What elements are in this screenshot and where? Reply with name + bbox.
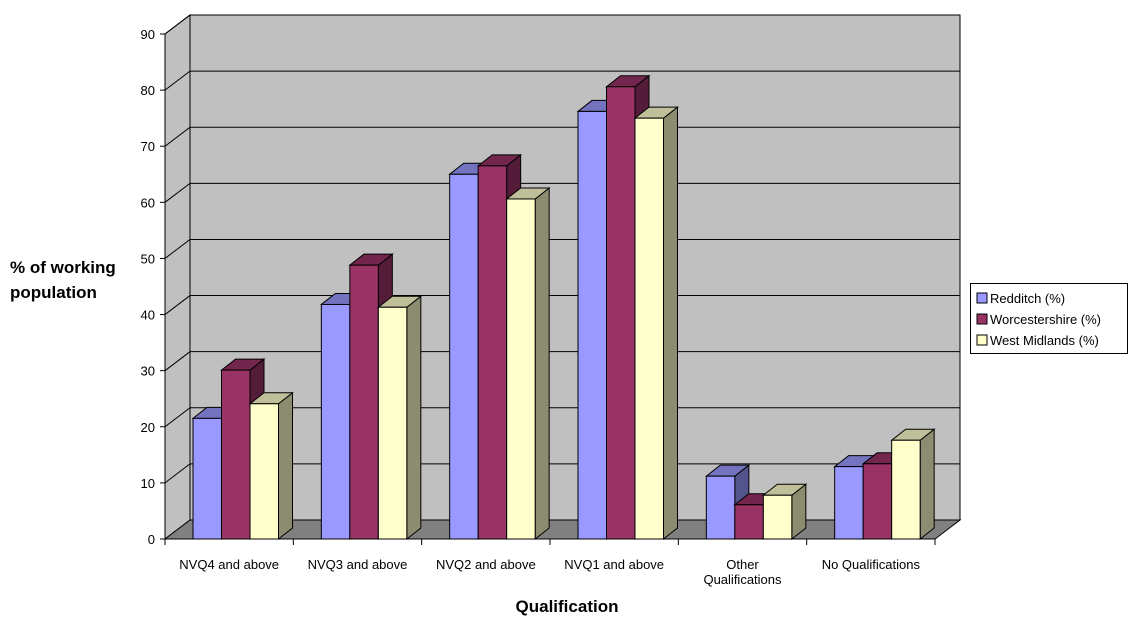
bar-side	[663, 106, 678, 541]
bar-side	[406, 295, 422, 541]
gridline	[164, 463, 960, 484]
bar-front	[891, 439, 921, 540]
legend-swatch	[976, 313, 988, 325]
bar-front	[221, 369, 251, 540]
bar	[376, 295, 423, 541]
bar	[761, 483, 808, 541]
bar-front	[377, 306, 408, 540]
bar-front	[477, 165, 508, 540]
y-tick-label: 20	[141, 420, 155, 435]
legend-box	[970, 283, 1128, 354]
bars	[191, 74, 936, 541]
legend: Redditch (%) Worcestershire (%) West Midla…	[970, 283, 1128, 354]
bar-side	[919, 428, 935, 541]
y-tick-label: 70	[141, 139, 155, 154]
y-tick-label: 90	[141, 27, 155, 42]
gridline	[164, 351, 960, 372]
gridline	[164, 407, 960, 428]
gridline	[164, 182, 960, 203]
legend-swatch	[976, 292, 988, 304]
bar-front	[506, 198, 536, 540]
y-axis-title-line-1: % of working	[10, 258, 116, 277]
bar-front	[192, 417, 222, 540]
gridline	[164, 14, 960, 35]
gridlines	[164, 14, 960, 484]
bar-front	[320, 303, 351, 540]
x-tick-label: Qualifications	[703, 572, 782, 587]
y-tick-label: 10	[141, 476, 155, 491]
legend-label: Redditch (%)	[990, 291, 1065, 306]
bar-front	[862, 463, 893, 540]
gridline	[164, 70, 960, 91]
y-axis-title-line-2: population	[10, 283, 97, 302]
plot-wall	[163, 13, 962, 541]
legend-swatch	[976, 334, 988, 346]
bar-front	[762, 494, 793, 540]
bar	[248, 391, 294, 541]
bar-front	[634, 117, 664, 540]
bar-front	[705, 475, 736, 540]
side-wall	[164, 13, 191, 541]
bar-front	[349, 264, 379, 540]
bar-front	[834, 466, 864, 540]
legend-label: Worcestershire (%)	[990, 312, 1101, 327]
bar	[633, 106, 679, 541]
x-axis-title: Qualification	[516, 597, 619, 616]
gridline	[164, 238, 960, 259]
bar-front	[734, 504, 764, 540]
x-axis: NVQ4 and above NVQ3 and above NVQ2 and abo…	[164, 538, 936, 587]
y-tick-label: 80	[141, 83, 155, 98]
y-tick-label: 0	[148, 532, 155, 547]
bar-front	[449, 173, 479, 540]
bar-front	[249, 403, 279, 540]
legend-label: West Midlands (%)	[990, 333, 1099, 348]
y-tick-label: 30	[141, 364, 155, 379]
bar-front	[577, 110, 607, 540]
y-tick-label: 50	[141, 251, 155, 266]
bar-front	[606, 86, 636, 540]
x-tick-label: NVQ2 and above	[436, 557, 536, 572]
y-tick-label: 60	[141, 195, 155, 210]
back-wall	[189, 14, 961, 521]
bar-side	[534, 186, 550, 541]
y-tick-label: 40	[141, 308, 155, 323]
x-tick-label: No Qualifications	[822, 557, 921, 572]
gridline	[164, 126, 960, 147]
x-tick-label: NVQ1 and above	[564, 557, 664, 572]
x-tick-label: NVQ3 and above	[308, 557, 408, 572]
gridline	[164, 295, 960, 315]
x-tick-label: Other	[726, 557, 759, 572]
x-tick-label: NVQ4 and above	[179, 557, 279, 572]
bar	[505, 186, 551, 541]
bar	[890, 428, 936, 541]
y-axis: 0 10 20 30 40 50 60 70 80 90	[141, 27, 166, 547]
bar-side	[278, 391, 293, 541]
